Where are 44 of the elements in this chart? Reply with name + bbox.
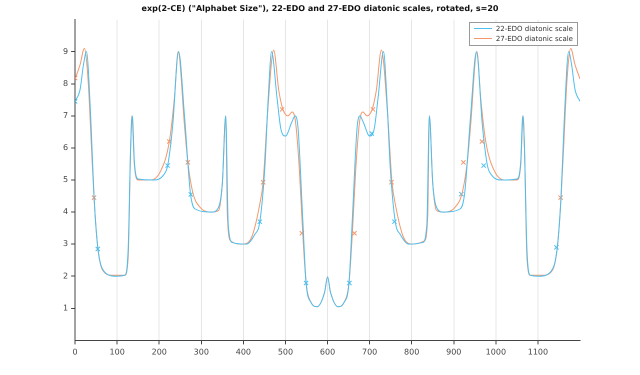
x-tick-label: 1000: [486, 347, 506, 356]
point: [369, 130, 374, 136]
x-tick-label: 100: [110, 347, 125, 356]
y-tick-label: 3: [62, 239, 68, 248]
point: [188, 192, 194, 198]
point: [479, 138, 485, 144]
x-tick-label: 300: [194, 347, 209, 356]
x-tick-label: 600: [320, 347, 336, 356]
x-tick-label: 0: [72, 347, 78, 356]
point: [481, 162, 486, 168]
point: [185, 160, 190, 165]
point: [554, 244, 560, 250]
x-tick-label: 800: [404, 347, 420, 356]
y-tick-label: 1: [62, 303, 68, 312]
point: [558, 195, 564, 200]
y-tick-label: 5: [62, 175, 68, 184]
y-tick-label: 7: [62, 110, 68, 120]
y-tick-label: 2: [62, 271, 68, 280]
x-tick-label: 200: [152, 347, 167, 356]
point: [91, 195, 97, 200]
x-tick-label: 900: [446, 347, 462, 356]
x-tick-label: 400: [236, 347, 252, 356]
y-tick-label: 9: [62, 46, 68, 56]
point: [279, 106, 285, 112]
point: [458, 191, 464, 197]
point: [95, 246, 100, 252]
point: [346, 280, 352, 286]
y-tick-label: 8: [62, 78, 68, 88]
point: [460, 160, 466, 165]
x-tick-label: 700: [362, 347, 378, 356]
y-tick-label: 4: [62, 207, 68, 216]
y-tick-label: 6: [62, 143, 68, 152]
chart-title: exp(2-CE) ("Alphabet Size"), 22-EDO and 27-EDO diatonic scales, rotated, s=20: [142, 4, 499, 13]
point: [388, 180, 394, 185]
point: [166, 138, 172, 144]
point: [257, 219, 262, 224]
point: [260, 180, 266, 185]
point: [303, 280, 309, 286]
x-tick-label: 1100: [528, 347, 548, 356]
point: [370, 106, 376, 112]
point: [299, 230, 304, 236]
point: [392, 219, 398, 224]
point: [165, 162, 170, 168]
x-tick-label: 500: [278, 347, 294, 356]
